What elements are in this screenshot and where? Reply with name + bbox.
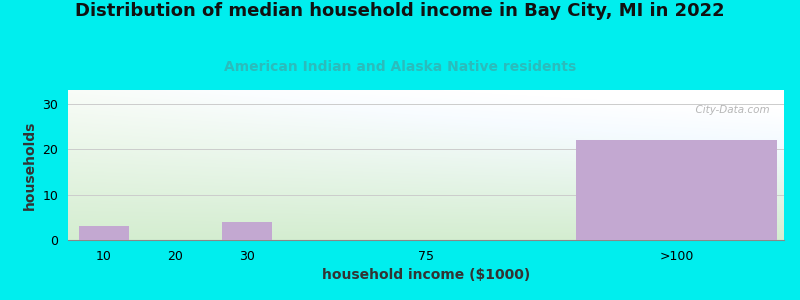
Text: Distribution of median household income in Bay City, MI in 2022: Distribution of median household income … [75, 2, 725, 20]
Bar [78, 226, 129, 240]
Text: City-Data.com: City-Data.com [689, 105, 770, 115]
Bar [576, 140, 777, 240]
Bar [222, 222, 272, 240]
Y-axis label: households: households [23, 120, 37, 210]
X-axis label: household income ($1000): household income ($1000) [322, 268, 530, 282]
Text: American Indian and Alaska Native residents: American Indian and Alaska Native reside… [224, 60, 576, 74]
